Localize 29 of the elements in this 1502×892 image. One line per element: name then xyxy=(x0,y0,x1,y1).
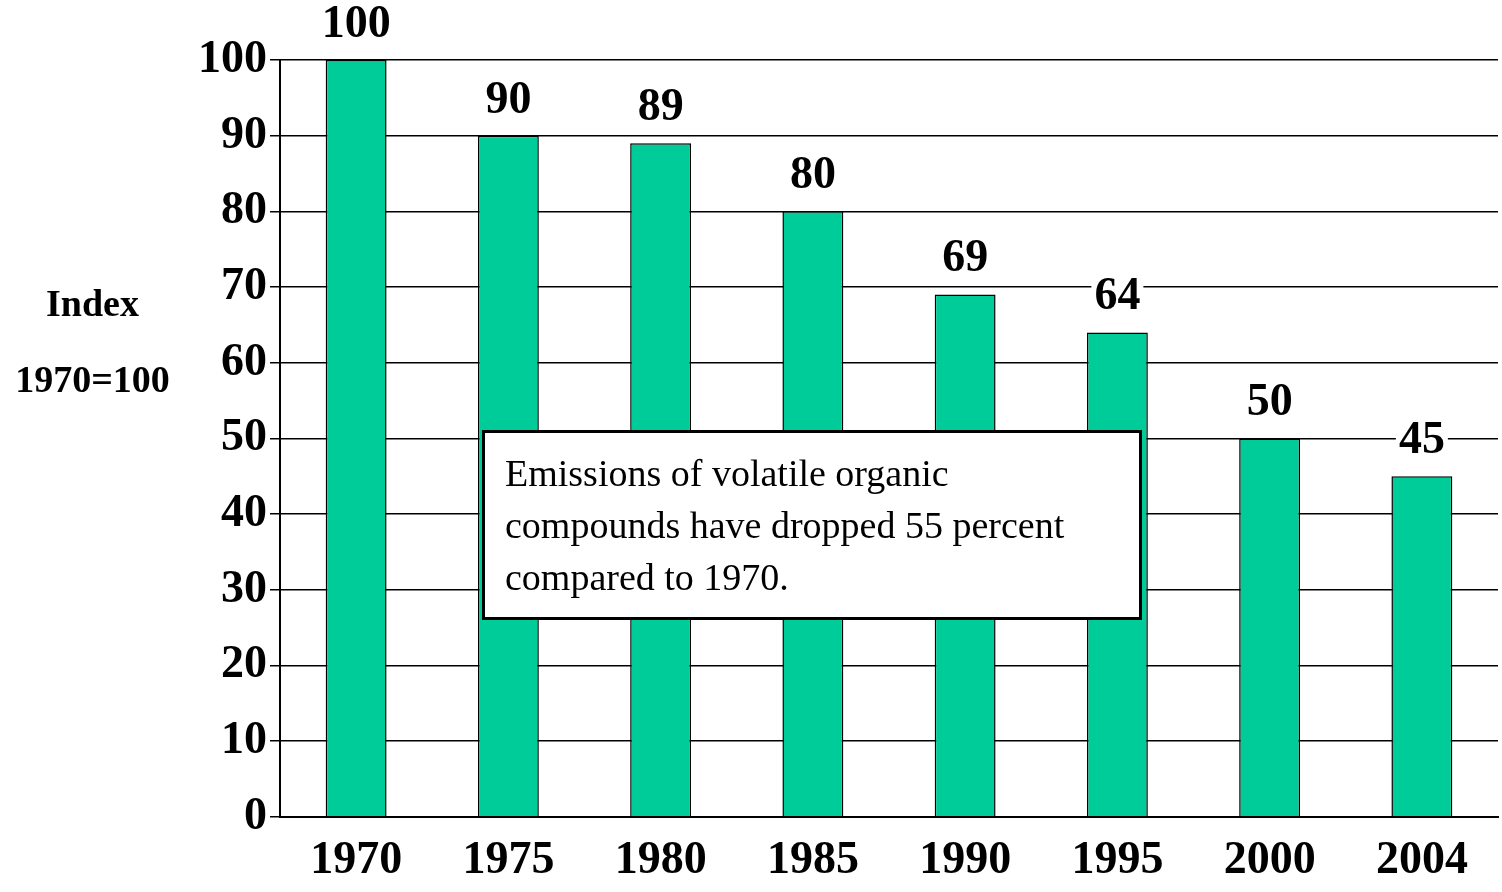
x-tick-label: 2000 xyxy=(1223,832,1316,884)
y-tick-label: 70 xyxy=(221,257,267,309)
y-tick-label: 0 xyxy=(244,787,267,839)
data-label: 45 xyxy=(1398,412,1445,464)
y-tick-label: 90 xyxy=(221,106,267,158)
data-label: 64 xyxy=(1094,268,1141,320)
x-tick-label: 1985 xyxy=(766,832,859,884)
data-label: 89 xyxy=(637,79,684,131)
data-label: 69 xyxy=(942,230,989,282)
x-tick-label: 1980 xyxy=(614,832,707,884)
data-label: 100 xyxy=(321,0,391,47)
annotation: Emissions of volatile organic compounds have dropped 55 percent compared to 1970. xyxy=(482,430,1142,620)
y-tick-label: 100 xyxy=(198,30,267,82)
y-tick-label: 10 xyxy=(221,712,267,764)
y-tick-label: 20 xyxy=(221,636,267,688)
x-tick-label: 1970 xyxy=(310,832,403,884)
x-tick-label: 1995 xyxy=(1071,832,1164,884)
y-tick-label: 50 xyxy=(221,409,267,461)
data-label: 50 xyxy=(1246,374,1293,426)
x-tick-label: 1975 xyxy=(462,832,555,884)
x-tick-label: 1990 xyxy=(919,832,1012,884)
data-label: 80 xyxy=(789,147,836,199)
y-tick-label: 80 xyxy=(221,182,267,234)
y-tick-label: 60 xyxy=(221,333,267,385)
x-tick-label: 2004 xyxy=(1375,832,1468,884)
data-label: 90 xyxy=(485,71,532,123)
y-axis-title: Index 1970=100 xyxy=(14,281,171,402)
y-tick-label: 30 xyxy=(221,560,267,612)
y-tick-label: 40 xyxy=(221,484,267,536)
